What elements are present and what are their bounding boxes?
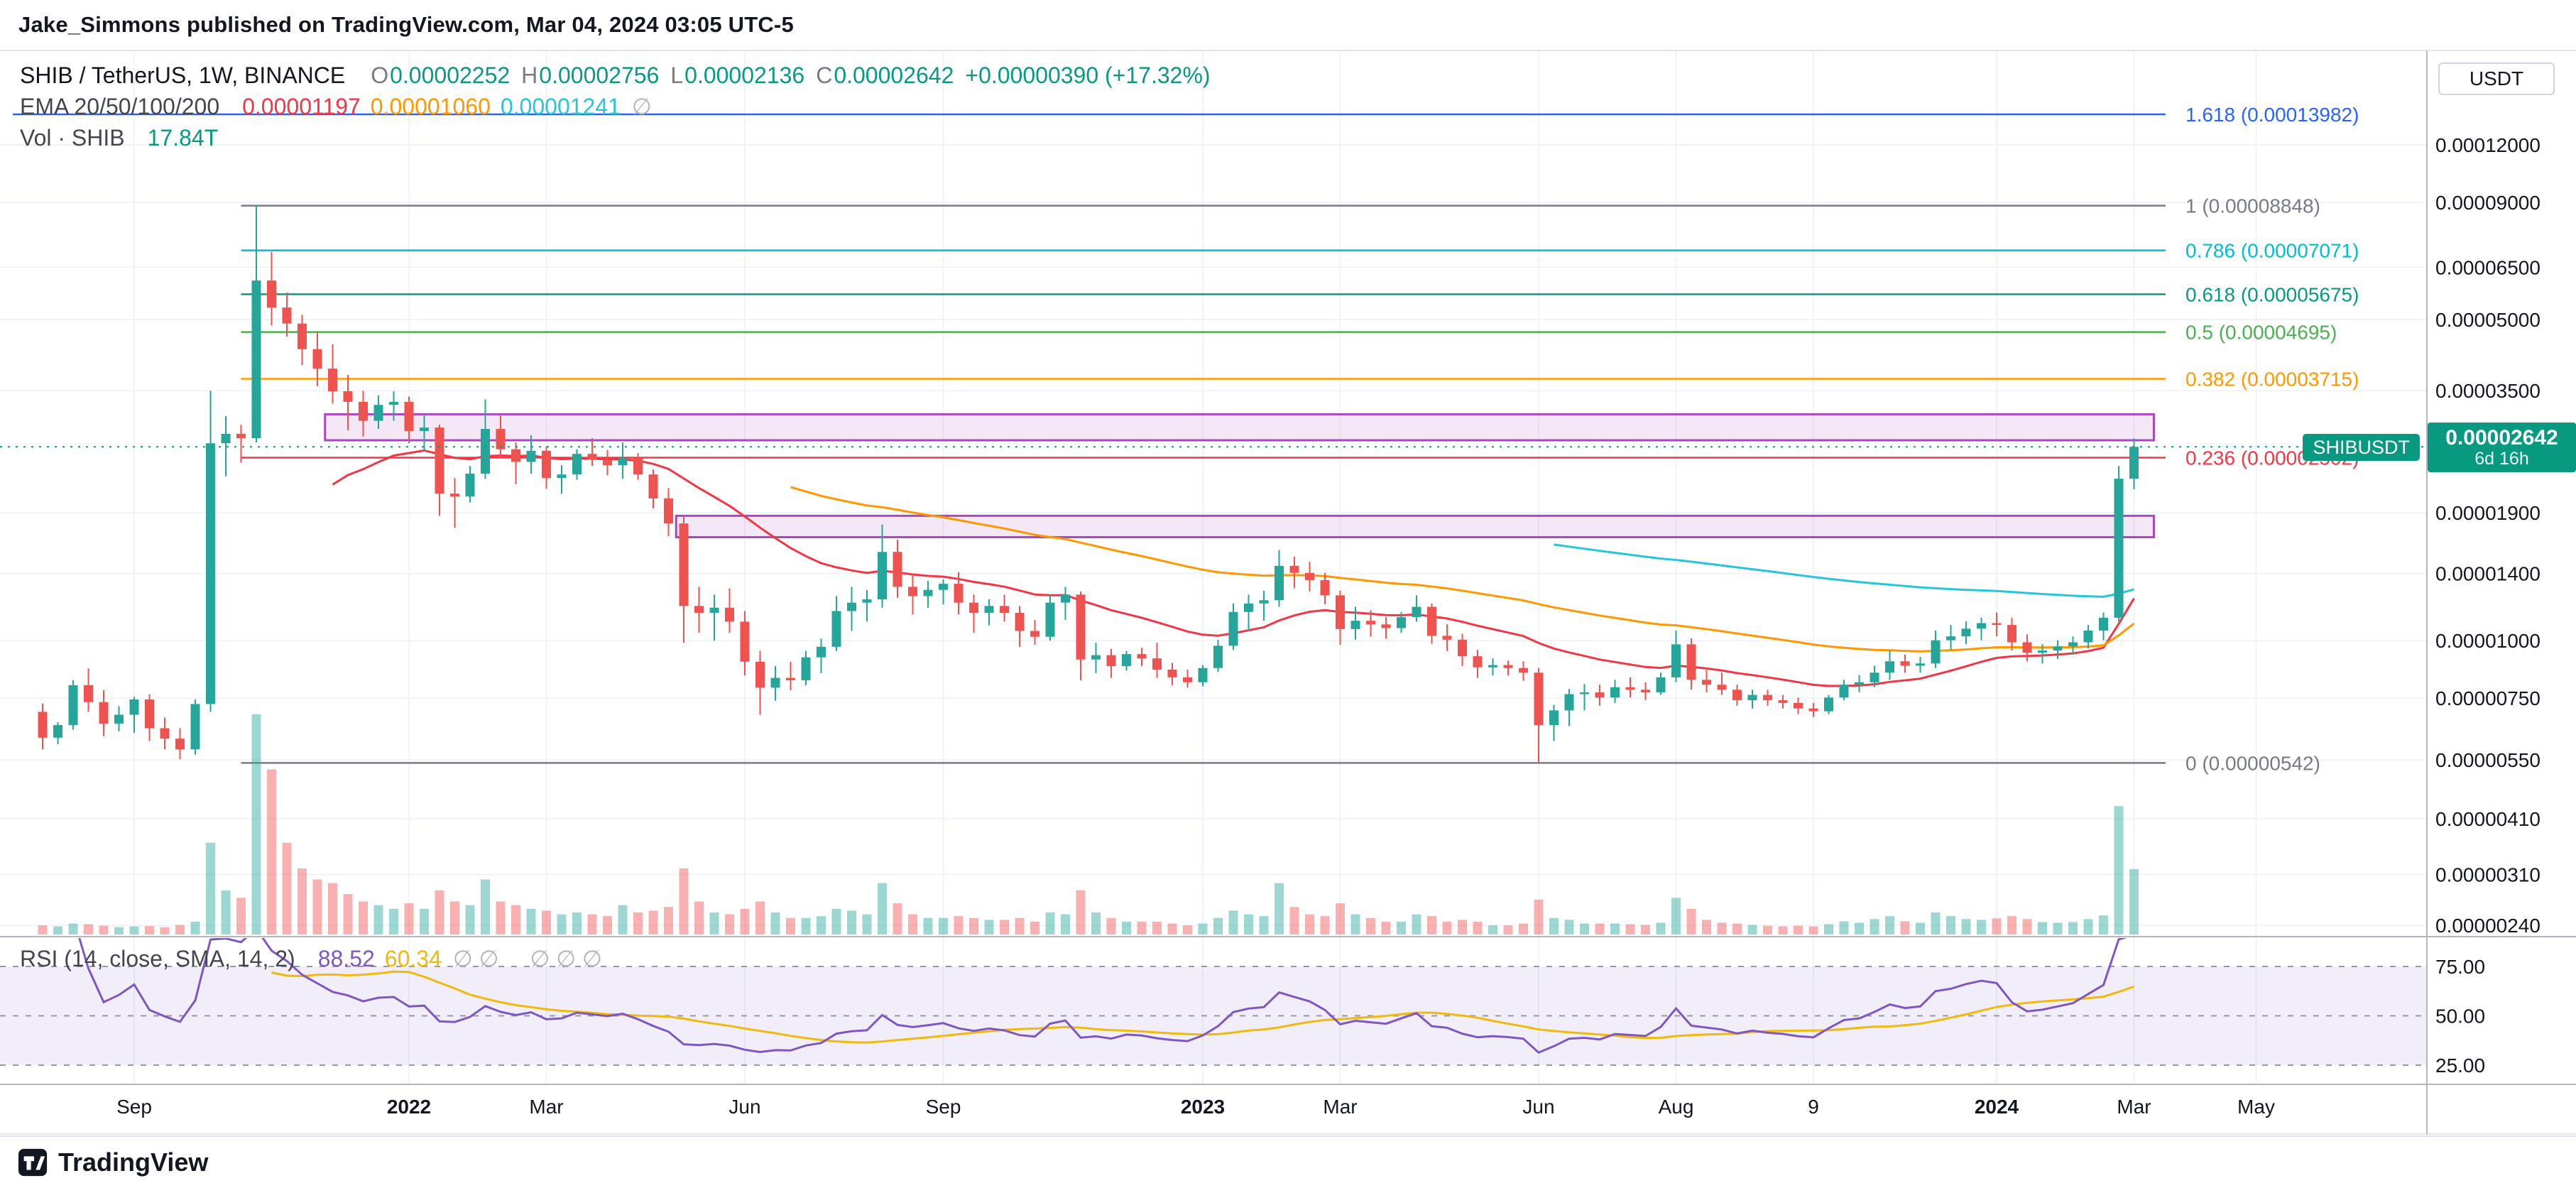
axes-layer: 0.00012000 0.00009000 0.00006500 0.00005000… — [0, 51, 2576, 1135]
price-tick-label: 0.00001000 — [2435, 630, 2540, 652]
time-tick-label: 9 — [1808, 1096, 1819, 1118]
ema-50-line — [790, 486, 2135, 653]
currency-toggle-usdt[interactable]: USDT — [2438, 62, 2555, 95]
rsi-line — [78, 938, 2127, 1055]
price-tick-label: 0.00006500 — [2435, 256, 2540, 278]
rsi-tick-label: 50.00 — [2435, 1006, 2485, 1028]
ohlc-low-value: 0.00002136 — [684, 62, 805, 88]
axis-settings-cell — [2428, 1086, 2576, 1133]
fib-label-0: 0 (0.00000542) — [2185, 752, 2320, 774]
tradingview-brand[interactable]: TradingView — [58, 1148, 209, 1177]
supply-zone-box — [675, 514, 2155, 538]
fib-label-0.382: 0.382 (0.00003715) — [2185, 368, 2359, 390]
fib-label-0.5: 0.5 (0.00004695) — [2185, 322, 2337, 344]
ohlc-high-key: H — [521, 62, 538, 88]
rsi-pane — [0, 938, 2427, 1066]
time-tick-label: Aug — [1659, 1096, 1694, 1118]
supply-zones — [324, 413, 2155, 538]
time-tick-label: Mar — [529, 1096, 563, 1118]
fib-label-1.618: 1.618 (0.00013982) — [2185, 104, 2359, 126]
fib-label-0.618: 0.618 (0.00005675) — [2185, 283, 2359, 305]
price-tick-label: 0.00000550 — [2435, 749, 2540, 771]
ema50-value: 0.00001060 — [370, 94, 491, 119]
price-tick-label: 0.00003500 — [2435, 380, 2540, 402]
ohlc-open: O0.00002252 — [359, 60, 510, 91]
price-tick-label: 0.00001900 — [2435, 502, 2540, 524]
ema-legend-row[interactable]: EMA 20/50/100/200 0.00001197 0.00001060 … — [20, 91, 1211, 122]
time-tick-label: Sep — [116, 1096, 152, 1118]
last-price-badge: 0.00002642 6d 16h — [2428, 423, 2576, 472]
symbol-price-chip: SHIBUSDT — [2303, 434, 2420, 461]
last-price: 0.00002642 — [2445, 425, 2558, 449]
grid-layer — [0, 51, 2427, 1084]
time-tick-label: Jun — [1522, 1096, 1554, 1118]
price-tick-label: 0.00012000 — [2435, 134, 2540, 156]
rsi-tick-label: 25.00 — [2435, 1055, 2485, 1077]
ohlc-low-key: L — [670, 62, 684, 88]
price-tick-label: 0.00000240 — [2435, 915, 2540, 937]
fib-retracement: 1.618 (0.00013982) 1 (0.00008848) 0.786 (0… — [13, 104, 2359, 774]
ema20-value: 0.00001197 — [242, 94, 361, 119]
time-tick-label: Jun — [728, 1096, 760, 1118]
vol-value: 17.84T — [147, 125, 219, 151]
ohlc-open-value: 0.00002252 — [390, 62, 511, 88]
ohlc-close-key: C — [816, 62, 833, 88]
bar-countdown: 6d 16h — [2474, 448, 2529, 469]
fib-label-1: 1 (0.00008848) — [2185, 195, 2320, 217]
ohlc-open-key: O — [371, 62, 389, 88]
rsi-empty-group-1: ∅ ∅ — [452, 946, 499, 971]
price-tick-label: 0.00000750 — [2435, 687, 2540, 709]
tradingview-logo-icon[interactable] — [18, 1148, 48, 1177]
rsi-empty-group-2: ∅ ∅ ∅ — [530, 946, 602, 971]
price-axis[interactable] — [2427, 51, 2576, 1084]
price-tick-label: 0.00000410 — [2435, 808, 2540, 830]
ohlc-low: L0.00002136 — [659, 60, 804, 91]
volume-layer — [38, 714, 2139, 934]
ema-layer — [332, 449, 2135, 687]
ohlc-high: H0.00002756 — [510, 60, 659, 91]
time-tick-label: 2023 — [1181, 1096, 1225, 1118]
price-tick-label: 0.00005000 — [2435, 309, 2540, 331]
time-tick-label: May — [2237, 1096, 2275, 1118]
change-value: +0.00000390 (+17.32%) — [965, 62, 1211, 88]
ema-20-line — [332, 449, 2135, 687]
volume-legend-row[interactable]: Vol · SHIB 17.84T — [20, 122, 1211, 153]
rsi-tick-label: 75.00 — [2435, 956, 2485, 978]
ohlc-close: C0.00002642 — [804, 60, 954, 91]
fib-label-0.786: 0.786 (0.00007071) — [2185, 240, 2359, 262]
candles-layer — [38, 205, 2139, 763]
footer-bar: TradingView — [0, 1135, 2576, 1188]
rsi-value: 88.52 — [317, 946, 375, 971]
rsi-legend-row[interactable]: RSI (14, close, SMA, 14, 2) 88.52 60.34 … — [20, 943, 602, 974]
time-tick-label: 2024 — [1975, 1096, 2019, 1118]
price-tick-label: 0.00000310 — [2435, 863, 2540, 885]
rsi-label: RSI (14, close, SMA, 14, 2) — [20, 946, 295, 971]
price-tick-label: 0.00001400 — [2435, 563, 2540, 585]
vol-label: Vol · SHIB — [20, 125, 125, 151]
symbol-title: SHIB / TetherUS, 1W, BINANCE — [20, 62, 346, 88]
time-tick-label: Mar — [1323, 1096, 1357, 1118]
rsi-sma-value: 60.34 — [384, 946, 442, 971]
ema-100-line — [1554, 543, 2134, 598]
time-tick-label: 2022 — [387, 1096, 431, 1118]
time-tick-label: Sep — [926, 1096, 961, 1118]
ema-label: EMA 20/50/100/200 — [20, 94, 220, 119]
ohlc-close-value: 0.00002642 — [834, 62, 954, 88]
supply-zone-box — [324, 413, 2155, 442]
publish-bar: Jake_Simmons published on TradingView.co… — [0, 0, 2576, 51]
symbol-legend-row[interactable]: SHIB / TetherUS, 1W, BINANCE O0.00002252… — [20, 60, 1211, 91]
ema100-value: 0.00001241 — [500, 94, 621, 119]
time-axis[interactable] — [0, 1086, 2576, 1133]
ohlc-high-value: 0.00002756 — [539, 62, 660, 88]
time-tick-label: Mar — [2117, 1096, 2151, 1118]
publish-text: Jake_Simmons published on TradingView.co… — [18, 12, 794, 37]
price-tick-label: 0.00009000 — [2435, 192, 2540, 214]
ema200-empty: ∅ — [631, 94, 652, 119]
legend: SHIB / TetherUS, 1W, BINANCE O0.00002252… — [20, 60, 1211, 153]
